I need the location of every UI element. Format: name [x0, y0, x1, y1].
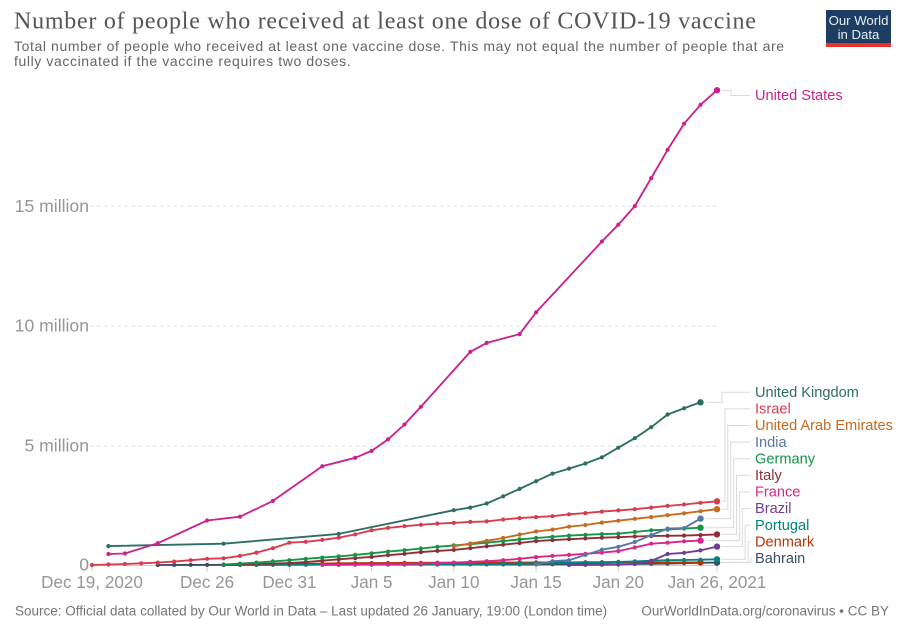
- svg-text:Dec 31: Dec 31: [262, 573, 316, 592]
- svg-text:Number of people who received: Number of people who received at least o…: [14, 9, 757, 35]
- svg-text:Bahrain: Bahrain: [755, 551, 805, 567]
- svg-text:Italy: Italy: [755, 468, 782, 484]
- svg-text:0: 0: [79, 555, 89, 575]
- svg-text:Jan 20: Jan 20: [593, 573, 644, 592]
- svg-text:Jan 10: Jan 10: [428, 573, 479, 592]
- svg-text:15 million: 15 million: [15, 196, 89, 216]
- svg-text:United Arab Emirates: United Arab Emirates: [755, 418, 893, 434]
- svg-text:10 million: 10 million: [15, 316, 89, 336]
- svg-text:Jan 26, 2021: Jan 26, 2021: [668, 573, 767, 592]
- svg-text:Dec 26: Dec 26: [180, 573, 234, 592]
- svg-text:United States: United States: [755, 88, 843, 104]
- svg-text:OurWorldInData.org/coronavirus: OurWorldInData.org/coronavirus • CC BY: [641, 604, 889, 619]
- svg-text:Jan 5: Jan 5: [351, 573, 393, 592]
- svg-text:United Kingdom: United Kingdom: [755, 385, 859, 401]
- svg-text:Portugal: Portugal: [755, 518, 809, 534]
- svg-text:fully vaccinated if the vaccin: fully vaccinated if the vaccine requires…: [14, 53, 351, 69]
- svg-text:5 million: 5 million: [24, 436, 89, 456]
- svg-text:Germany: Germany: [755, 451, 816, 467]
- svg-text:Denmark: Denmark: [755, 534, 815, 550]
- svg-text:Jan 15: Jan 15: [510, 573, 561, 592]
- svg-text:India: India: [755, 435, 788, 451]
- svg-text:Source: Official data collated: Source: Official data collated by Our Wo…: [15, 604, 607, 619]
- svg-text:Dec 19, 2020: Dec 19, 2020: [41, 573, 143, 592]
- svg-text:Total number of people who rec: Total number of people who received at l…: [14, 38, 785, 54]
- svg-text:France: France: [755, 485, 800, 501]
- svg-text:Israel: Israel: [755, 402, 791, 418]
- svg-text:Brazil: Brazil: [755, 501, 792, 517]
